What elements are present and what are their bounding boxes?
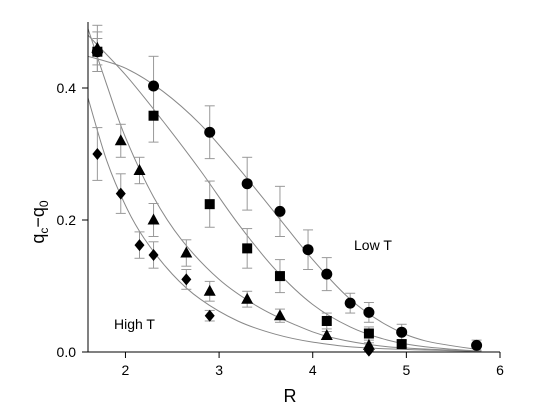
square-marker — [204, 199, 215, 210]
circle-marker — [302, 244, 314, 256]
circle-marker — [241, 178, 253, 190]
y-tick-label: 0.2 — [57, 212, 77, 228]
x-tick-label: 2 — [122, 362, 130, 378]
triangle-marker — [362, 338, 375, 350]
y-label-sub-c: c — [37, 228, 51, 234]
circle-marker — [321, 268, 333, 280]
diamond-marker — [181, 273, 192, 286]
triangle-marker — [203, 284, 216, 296]
diamond-marker — [148, 248, 159, 261]
triangle-marker — [241, 292, 254, 304]
diamond-marker — [92, 148, 103, 160]
y-label-dash: − — [28, 217, 48, 228]
x-tick-label: 5 — [402, 362, 410, 378]
square-marker — [242, 243, 253, 254]
x-tick-label: 6 — [496, 362, 504, 378]
circle-marker — [148, 80, 160, 92]
fit-curve-square — [87, 34, 482, 352]
triangle-marker — [133, 164, 146, 175]
triangle-marker — [114, 134, 127, 146]
diamond-marker — [115, 187, 126, 200]
axes — [82, 22, 501, 358]
y-tick-label: 0.0 — [57, 344, 77, 360]
circle-marker — [204, 126, 216, 138]
x-tick-label: 4 — [309, 362, 317, 378]
annotation-low-t: Low T — [354, 237, 392, 253]
x-axis-label: R — [284, 386, 297, 406]
y-label-q: q — [28, 234, 48, 244]
square-marker — [148, 110, 159, 121]
diamond-marker — [363, 344, 374, 357]
square-marker — [396, 339, 407, 350]
square-marker — [363, 328, 374, 339]
error-bars — [92, 24, 482, 353]
square-marker — [321, 315, 332, 326]
y-label-sub-0: 0 — [37, 200, 51, 207]
triangle-marker — [320, 329, 333, 340]
y-axis-label: qc−q0 — [28, 200, 51, 244]
square-marker — [274, 271, 285, 282]
tick-labels: 2 3 4 5 6 0.0 0.2 0.4 — [57, 80, 505, 378]
triangle-marker — [91, 41, 104, 53]
annotation-high-t: High T — [114, 316, 155, 332]
triangle-marker — [180, 246, 193, 258]
diamond-marker — [204, 309, 215, 322]
triangle-marker — [273, 309, 286, 321]
diamond-marker — [134, 239, 145, 252]
fit-curves — [87, 28, 482, 352]
triangle-marker — [147, 213, 160, 225]
circle-marker — [363, 306, 375, 318]
x-tick-label: 3 — [215, 362, 223, 378]
circle-marker — [471, 339, 483, 351]
circle-marker — [344, 297, 356, 309]
data-markers — [91, 41, 483, 357]
circle-marker — [274, 205, 286, 217]
y-tick-label: 0.4 — [57, 80, 77, 96]
y-label-q0: q — [28, 207, 48, 217]
fit-curve-triangle — [87, 28, 482, 352]
circle-marker — [396, 326, 408, 338]
